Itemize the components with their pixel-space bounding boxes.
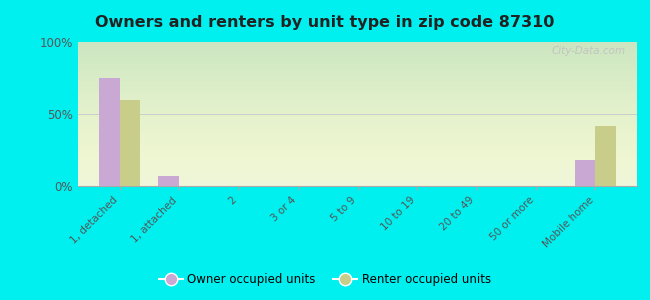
Text: City-Data.com: City-Data.com [552,46,626,56]
Bar [159,176,179,186]
Text: Owners and renters by unit type in zip code 87310: Owners and renters by unit type in zip c… [96,15,554,30]
Legend: Owner occupied units, Renter occupied units: Owner occupied units, Renter occupied un… [154,269,496,291]
Bar [595,125,616,186]
Bar [575,160,595,186]
Bar [120,100,140,186]
Bar [99,78,120,186]
